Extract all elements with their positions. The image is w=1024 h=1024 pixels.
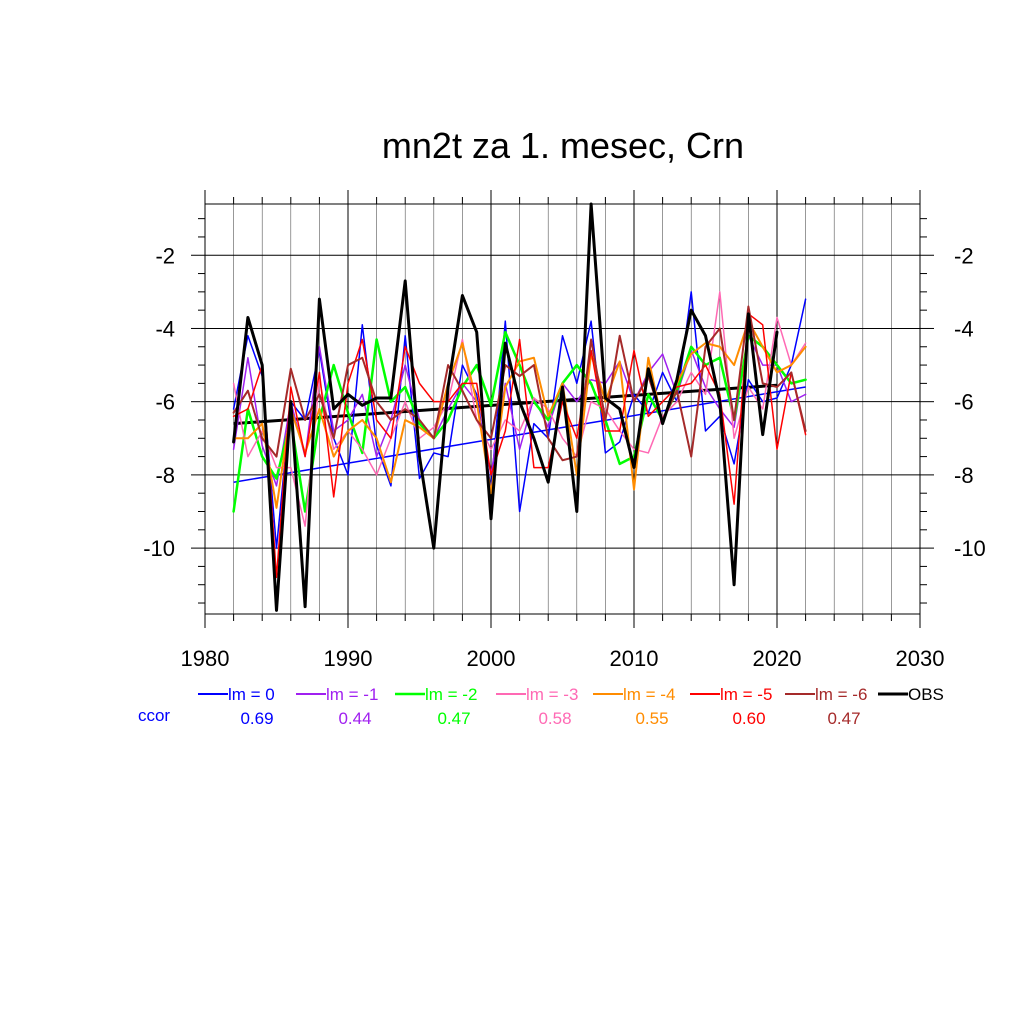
legend-ccor-value: 0.69 bbox=[240, 709, 273, 728]
y-tick-label: -2 bbox=[155, 243, 175, 268]
y-tick-label-right: -4 bbox=[954, 316, 974, 341]
x-tick-label: 2010 bbox=[610, 646, 659, 671]
x-tick-label: 1980 bbox=[181, 646, 230, 671]
y-tick-label: -8 bbox=[155, 463, 175, 488]
trend-line bbox=[233, 386, 806, 483]
legend-label: lm = -6 bbox=[815, 685, 867, 704]
series-line-lm-1 bbox=[232, 335, 807, 487]
ccor-label: ccor bbox=[138, 706, 170, 725]
legend-label: lm = -2 bbox=[425, 685, 477, 704]
chart-title: mn2t za 1. mesec, Crn bbox=[382, 125, 744, 166]
legend-ccor-value: 0.47 bbox=[437, 709, 470, 728]
axis-ticks bbox=[191, 190, 934, 628]
legend-label: lm = -1 bbox=[326, 685, 378, 704]
series-line-lm-4 bbox=[232, 320, 807, 509]
y-tick-label-right: -10 bbox=[954, 536, 986, 561]
y-tick-label: -4 bbox=[155, 316, 175, 341]
legend-ccor-value: 0.58 bbox=[538, 709, 571, 728]
legend-label: lm = -5 bbox=[720, 685, 772, 704]
x-tick-label: 2030 bbox=[896, 646, 945, 671]
legend-ccor-value: 0.60 bbox=[732, 709, 765, 728]
y-tick-label-right: -2 bbox=[954, 243, 974, 268]
tick-labels: 1980 1990 2000 2010 2020 2030 -2 -2 -4 -4 -6 -6 -8 -8… bbox=[143, 243, 986, 671]
x-tick-label: 1990 bbox=[324, 646, 373, 671]
x-tick-label: 2020 bbox=[753, 646, 802, 671]
series-line-lm-5 bbox=[232, 313, 807, 579]
series-lines bbox=[232, 202, 807, 612]
legend-label: lm = 0 bbox=[228, 685, 275, 704]
series-line-lm-0 bbox=[232, 291, 807, 549]
y-tick-label: -6 bbox=[155, 390, 175, 415]
legend-label: lm = -3 bbox=[526, 685, 578, 704]
legend-ccor-value: 0.47 bbox=[827, 709, 860, 728]
legend-label: lm = -4 bbox=[623, 685, 675, 704]
series-line-obs bbox=[232, 202, 779, 612]
y-tick-label: -10 bbox=[143, 536, 175, 561]
legend: lm = 0 0.69 lm = -1 0.44 lm = -2 0.47 lm = -3 0… bbox=[198, 685, 944, 728]
legend-ccor-value: 0.55 bbox=[635, 709, 668, 728]
legend-label: OBS bbox=[908, 685, 944, 704]
x-tick-label: 2000 bbox=[467, 646, 516, 671]
y-tick-label-right: -8 bbox=[954, 463, 974, 488]
y-tick-label-right: -6 bbox=[954, 390, 974, 415]
legend-ccor-value: 0.44 bbox=[338, 709, 371, 728]
plot-frame bbox=[204, 203, 921, 615]
series-line-lm-6 bbox=[232, 305, 807, 462]
